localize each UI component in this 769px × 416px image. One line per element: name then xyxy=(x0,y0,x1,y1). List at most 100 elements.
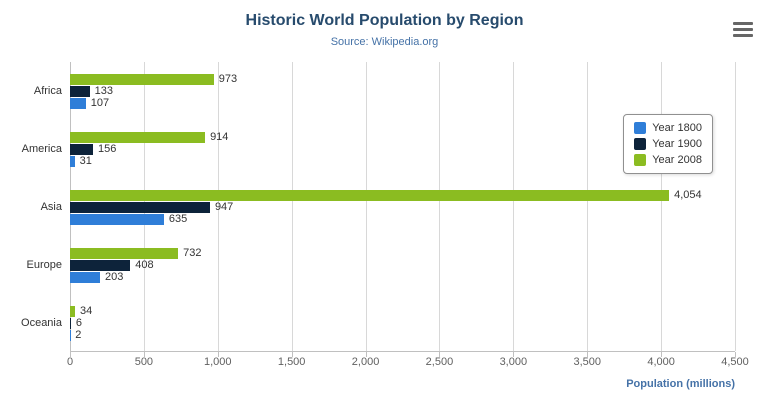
bar[interactable] xyxy=(70,97,86,109)
grid-line xyxy=(661,62,663,351)
x-tick-label: 1,500 xyxy=(277,356,306,368)
bar-row: 973 xyxy=(70,73,735,85)
legend-item[interactable]: Year 1800 xyxy=(634,122,702,134)
x-axis-title: Population (millions) xyxy=(626,378,735,390)
x-axis-tick xyxy=(735,352,736,357)
legend-item[interactable]: Year 2008 xyxy=(634,154,702,166)
grid-line xyxy=(587,62,589,351)
bar-row: 107 xyxy=(70,97,735,109)
bar-value-label: 635 xyxy=(168,212,188,225)
x-axis-tick xyxy=(143,352,145,357)
grid-line xyxy=(291,62,293,351)
grid-line xyxy=(513,62,515,351)
bar-value-label: 732 xyxy=(183,246,202,259)
legend-symbol xyxy=(634,154,647,166)
bar[interactable] xyxy=(70,73,214,85)
bar[interactable] xyxy=(70,131,206,143)
bar-value-label: 973 xyxy=(218,72,238,85)
bar[interactable] xyxy=(70,143,94,155)
legend-label: Year 1900 xyxy=(652,138,702,150)
legend-symbol xyxy=(634,138,647,150)
bar-group: 732 408 203 xyxy=(70,236,735,294)
bar-row: 732 xyxy=(70,247,735,259)
bar-row: 6 xyxy=(70,317,735,329)
bar-row: 914 xyxy=(70,131,735,143)
x-axis-tick xyxy=(365,352,367,357)
hamburger-menu-icon[interactable] xyxy=(733,22,753,37)
legend-item[interactable]: Year 1900 xyxy=(634,138,702,150)
bar-row: 635 xyxy=(70,213,735,225)
bar[interactable] xyxy=(70,201,210,213)
bar-value-label: 408 xyxy=(135,258,154,271)
category-label: Asia xyxy=(40,201,62,213)
legend-symbol xyxy=(634,122,647,134)
x-axis-tick xyxy=(439,352,441,357)
x-tick-label: 4,000 xyxy=(647,356,675,368)
x-tick-label: 0 xyxy=(66,356,74,368)
bar-value-label: 6 xyxy=(75,316,82,329)
bar-value-label: 156 xyxy=(98,142,117,155)
legend-label: Year 2008 xyxy=(652,154,702,166)
bar[interactable] xyxy=(70,247,179,259)
bar[interactable] xyxy=(70,259,131,271)
grid-line xyxy=(217,62,219,351)
bar[interactable] xyxy=(70,305,76,317)
x-tick-label: 2,000 xyxy=(351,356,380,368)
bar-row: 156 xyxy=(70,143,735,155)
bar-group: 914 156 31 xyxy=(70,120,735,178)
bar[interactable] xyxy=(70,85,90,97)
x-tick-label: 500 xyxy=(134,356,154,368)
x-axis-tick xyxy=(513,352,515,357)
x-axis-tick xyxy=(661,352,663,357)
bar-row: 2 xyxy=(70,329,735,341)
category-label: America xyxy=(21,143,62,155)
bar-row: 34 xyxy=(70,305,735,317)
bar[interactable] xyxy=(70,317,71,329)
bar-value-label: 4,054 xyxy=(674,188,702,201)
x-axis-tick xyxy=(291,352,293,357)
bar[interactable] xyxy=(70,271,100,283)
grid-line xyxy=(365,62,367,351)
bar-value-label: 31 xyxy=(79,154,92,167)
legend-label: Year 1800 xyxy=(652,122,702,134)
x-tick-label: 3,000 xyxy=(499,356,528,368)
bar[interactable] xyxy=(70,189,670,201)
bar-value-label: 107 xyxy=(90,96,110,109)
bar-value-label: 133 xyxy=(94,84,113,97)
category-label: Europe xyxy=(26,259,62,271)
x-axis-tick xyxy=(70,352,71,357)
bar-group: 34 6 2 xyxy=(70,294,735,352)
x-tick-label: 2,500 xyxy=(425,356,454,368)
grid-line xyxy=(735,62,736,351)
bar-row: 133 xyxy=(70,85,735,97)
category-label: Oceania xyxy=(21,317,62,329)
bar-row: 203 xyxy=(70,271,735,283)
bar-group: 4,054 947 635 xyxy=(70,178,735,236)
bar-group: 973 133 107 xyxy=(70,62,735,120)
grid-line xyxy=(439,62,441,351)
chart-title: Historic World Population by Region xyxy=(245,12,524,29)
bar-value-label: 914 xyxy=(210,130,229,143)
y-axis-labels: Africa America Asia Europe Oceania xyxy=(0,62,62,352)
category-label: Africa xyxy=(33,85,62,97)
bar-value-label: 947 xyxy=(214,200,234,213)
bar[interactable] xyxy=(70,155,75,167)
bar-value-label: 2 xyxy=(75,328,82,341)
bar[interactable] xyxy=(70,213,164,225)
legend: Year 1800 Year 1900 Year 2008 xyxy=(623,114,713,174)
bar-row: 4,054 xyxy=(70,189,735,201)
x-tick-label: 1,000 xyxy=(204,356,232,368)
bar-row: 31 xyxy=(70,155,735,167)
x-axis-tick xyxy=(217,352,219,357)
x-axis-labels: 0 500 1,000 1,500 2,000 2,500 3,000 3,500 4,000 4… xyxy=(66,356,749,370)
x-tick-label: 3,500 xyxy=(573,356,601,368)
bar-value-label: 34 xyxy=(80,304,93,317)
bar-row: 408 xyxy=(70,259,735,271)
bar-value-label: 203 xyxy=(104,270,124,283)
x-axis-tick xyxy=(587,352,589,357)
x-tick-label: 4,500 xyxy=(721,356,749,368)
chart-subtitle: Source: Wikipedia.org xyxy=(330,36,439,48)
plot-area: 973 133 107 914 156 31 4,054 947 635 732 408 203 34 6… xyxy=(70,62,736,357)
bar-row: 947 xyxy=(70,201,735,213)
